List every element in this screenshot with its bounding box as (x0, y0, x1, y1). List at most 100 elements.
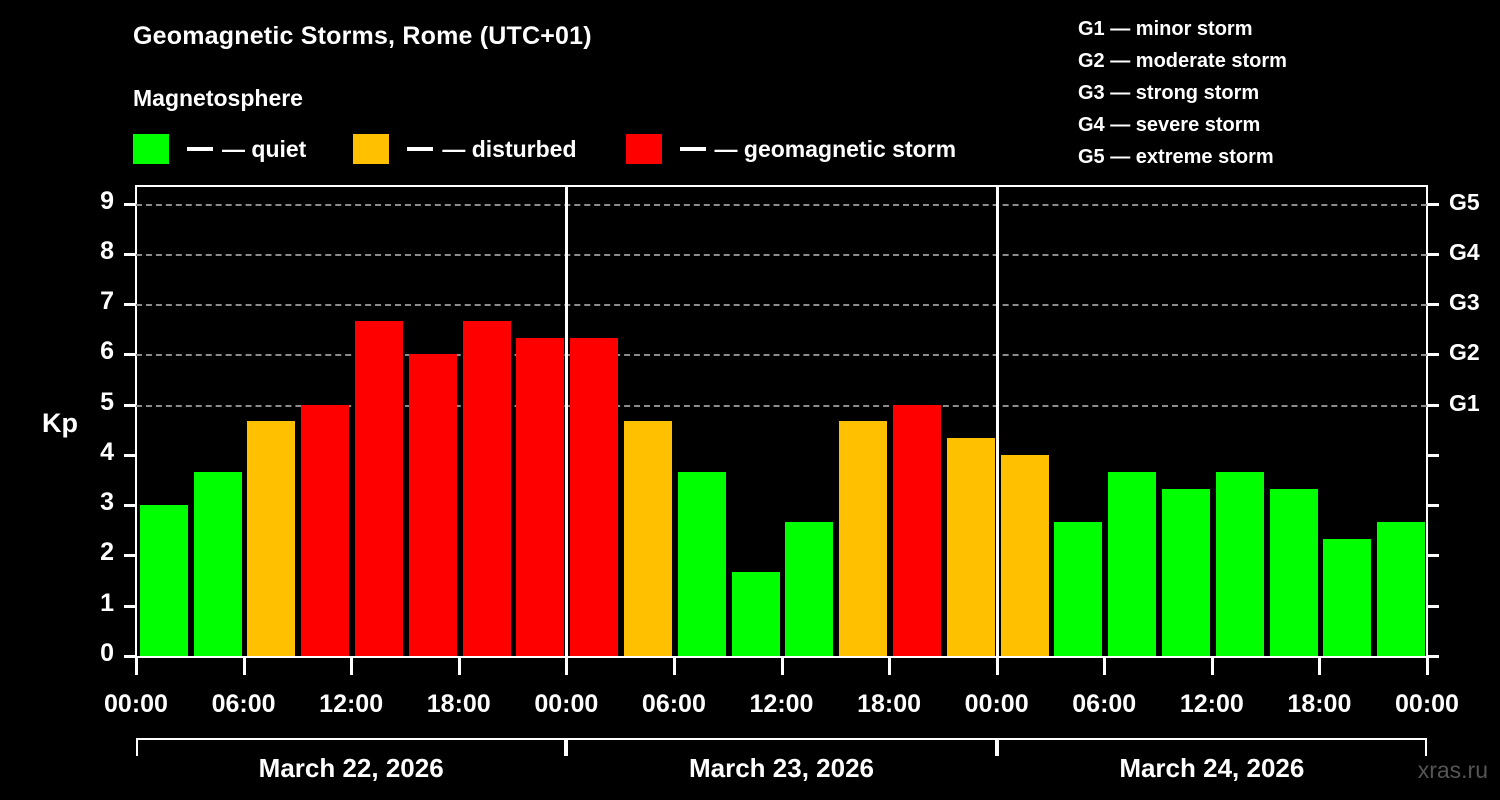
bar[interactable] (570, 337, 619, 656)
date-bracket (136, 738, 567, 756)
g-tick-kp-4 (1427, 453, 1439, 457)
y-axis-title: Kp (42, 408, 78, 438)
x-tick-label: 00:00 (534, 690, 599, 718)
g-axis-label-g4: G4 (1449, 238, 1480, 265)
legend-label-storm: — geomagnetic storm (714, 135, 957, 162)
bar[interactable] (1108, 471, 1157, 656)
g-scale-item-g2: G2 — moderate storm (1078, 50, 1287, 72)
y-tick-label-4: 4 (100, 437, 114, 466)
x-tick-label: 12:00 (319, 690, 384, 718)
legend-item-disturbed: — disturbed (353, 134, 577, 164)
bar[interactable] (193, 471, 242, 656)
color-legend: — quiet — disturbed — geomagnetic storm (133, 134, 956, 164)
bar[interactable] (247, 421, 296, 656)
g-axis-label-g3: G3 (1449, 289, 1480, 316)
g-tick-kp-5 (1427, 403, 1439, 407)
bar[interactable] (624, 421, 673, 656)
x-tick-label: 06:00 (211, 690, 276, 718)
g-scale-item-g5: G5 — extreme storm (1078, 146, 1274, 168)
bar[interactable] (892, 404, 941, 656)
y-tick-label-1: 1 (100, 588, 114, 617)
day-separator (995, 186, 999, 656)
watermark: xras.ru (1417, 757, 1488, 783)
gridline-kp-9 (136, 203, 1427, 206)
y-tick-label-5: 5 (100, 387, 114, 416)
day-separator (565, 186, 569, 656)
bar[interactable] (1215, 471, 1264, 656)
bar[interactable] (408, 354, 457, 656)
y-tick-label-3: 3 (100, 488, 114, 517)
bar[interactable] (839, 421, 888, 656)
x-tick-label: 00:00 (104, 690, 168, 718)
gridline-kp-6 (136, 354, 1427, 357)
x-tick-2 (350, 658, 354, 675)
bar[interactable] (301, 404, 350, 656)
y-tick-8 (124, 252, 136, 256)
x-tick-3 (457, 658, 461, 675)
legend-item-quiet: — quiet (133, 134, 306, 164)
bar[interactable] (1000, 454, 1049, 656)
g-axis-label-g2: G2 (1449, 339, 1480, 366)
x-tick-10 (1210, 658, 1214, 675)
x-tick-12 (1426, 658, 1429, 675)
legend-dash-disturbed (407, 147, 434, 151)
y-axis-right (1426, 186, 1428, 658)
y-tick-5 (124, 403, 136, 407)
date-label: March 23, 2026 (688, 753, 874, 783)
x-tick-label: 12:00 (1179, 690, 1244, 718)
y-tick-9 (124, 202, 136, 206)
gridline-kp-8 (136, 253, 1427, 256)
y-tick-3 (124, 504, 136, 508)
bar[interactable] (1323, 538, 1372, 656)
bar[interactable] (1269, 488, 1318, 656)
x-axis (135, 656, 1428, 658)
g-scale-item-g4: G4 — severe storm (1078, 114, 1261, 136)
bar[interactable] (139, 505, 188, 656)
y-axis-left (135, 186, 137, 658)
x-tick-8 (995, 658, 999, 675)
x-tick-0 (135, 658, 138, 675)
y-tick-label-6: 6 (100, 337, 114, 366)
x-tick-label: 00:00 (1395, 690, 1459, 718)
date-bracket (996, 738, 1427, 756)
g-tick-kp-9 (1427, 202, 1439, 206)
y-tick-label-0: 0 (100, 639, 114, 667)
bar[interactable] (785, 521, 834, 656)
date-label: March 24, 2026 (1119, 753, 1305, 783)
bar[interactable] (1161, 488, 1210, 656)
bar[interactable] (462, 320, 511, 656)
bar[interactable] (355, 320, 404, 656)
bar[interactable] (1377, 521, 1426, 656)
legend-swatch-disturbed (353, 134, 390, 164)
x-tick-11 (1318, 658, 1322, 675)
plot-area (136, 186, 1427, 656)
x-tick-4 (565, 658, 569, 675)
bar[interactable] (516, 337, 565, 656)
x-tick-label: 18:00 (426, 690, 491, 718)
y-tick-label-2: 2 (100, 538, 114, 567)
y-tick-4 (124, 453, 136, 457)
y-tick-label-7: 7 (100, 287, 114, 316)
x-tick-label: 18:00 (1287, 690, 1352, 718)
bar[interactable] (946, 438, 995, 656)
date-label: March 22, 2026 (258, 753, 444, 783)
g-scale-item-g1: G1 — minor storm (1078, 18, 1253, 40)
g-scale-item-g3: G3 — strong storm (1078, 82, 1260, 104)
x-tick-9 (1103, 658, 1107, 675)
g-tick-kp-3 (1427, 504, 1439, 508)
y-tick-0 (124, 655, 136, 658)
x-tick-label: 06:00 (1072, 690, 1137, 718)
legend-label-disturbed: — disturbed (442, 135, 577, 162)
gridline-kp-7 (136, 304, 1427, 307)
y-tick-2 (124, 554, 136, 558)
legend-item-storm: — geomagnetic storm (625, 134, 957, 164)
g-axis-label-g1: G1 (1449, 389, 1480, 416)
bar[interactable] (1054, 521, 1103, 656)
legend-dash-storm (679, 147, 706, 151)
bar[interactable] (731, 572, 780, 656)
bar[interactable] (677, 471, 726, 656)
g-tick-kp-0 (1427, 655, 1439, 658)
x-tick-label: 18:00 (857, 690, 922, 718)
legend-swatch-quiet (133, 134, 169, 164)
